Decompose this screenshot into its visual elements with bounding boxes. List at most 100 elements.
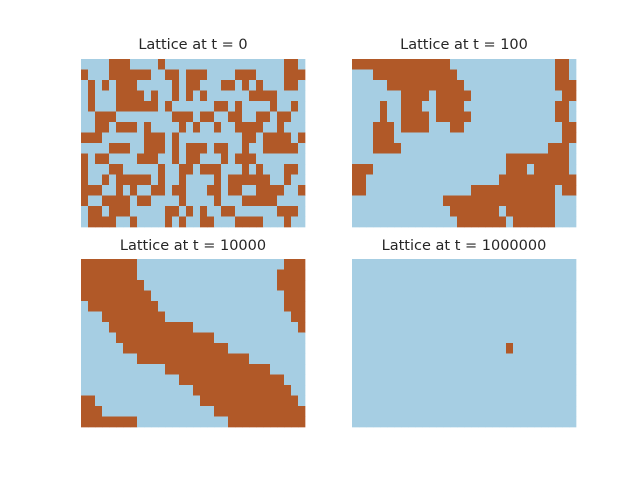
- lattice-cell: [109, 59, 117, 70]
- lattice-cell: [109, 322, 117, 333]
- lattice-cell: [270, 395, 278, 407]
- lattice-cell: [284, 206, 292, 217]
- lattice-cell: [380, 132, 388, 144]
- lattice-cell: [249, 280, 257, 291]
- lattice-cell: [242, 332, 250, 344]
- lattice-cell: [352, 416, 360, 428]
- lattice-cell: [144, 416, 152, 428]
- lattice-cell: [359, 343, 367, 354]
- lattice-cell: [555, 395, 563, 407]
- lattice-cell: [555, 259, 563, 270]
- lattice-cell: [366, 174, 374, 186]
- lattice-cell: [380, 406, 388, 417]
- lattice-cell: [109, 122, 117, 133]
- lattice-cell: [380, 216, 388, 228]
- lattice-cell: [81, 385, 89, 396]
- lattice-cell: [158, 132, 166, 144]
- lattice-cell: [298, 395, 306, 407]
- lattice-cell: [555, 290, 563, 302]
- lattice-cell: [270, 101, 278, 112]
- lattice-cell: [380, 185, 388, 196]
- lattice-cell: [541, 259, 549, 270]
- lattice-cell: [499, 290, 507, 302]
- lattice-cell: [436, 59, 444, 70]
- lattice-cell: [228, 132, 236, 144]
- lattice-cell: [478, 59, 486, 70]
- lattice-cell: [249, 395, 257, 407]
- lattice-cell: [380, 59, 388, 70]
- lattice-cell: [408, 59, 416, 70]
- lattice-cell: [144, 290, 152, 302]
- lattice-cell: [394, 395, 402, 407]
- lattice-cell: [179, 406, 187, 417]
- lattice-cell: [207, 216, 215, 228]
- lattice-cell: [158, 395, 166, 407]
- lattice-cell: [520, 301, 528, 312]
- lattice-cell: [130, 332, 138, 344]
- lattice-cell: [471, 385, 479, 396]
- lattice-cell: [555, 143, 563, 154]
- lattice-cell: [541, 153, 549, 165]
- lattice-cell: [534, 59, 542, 70]
- lattice-cell: [109, 143, 117, 154]
- lattice-cell: [387, 322, 395, 333]
- lattice-cell: [158, 269, 166, 281]
- lattice-cell: [555, 206, 563, 217]
- lattice-cell: [102, 143, 110, 154]
- lattice-cell: [179, 90, 187, 102]
- lattice-cell: [422, 364, 430, 375]
- lattice-cell: [443, 395, 451, 407]
- lattice-cell: [499, 111, 507, 123]
- lattice-cell: [151, 290, 159, 302]
- lattice-cell: [415, 101, 423, 112]
- lattice-cell: [242, 395, 250, 407]
- lattice-cell: [471, 80, 479, 91]
- lattice-cell: [352, 122, 360, 133]
- lattice-cell: [569, 80, 577, 91]
- lattice-cell: [270, 206, 278, 217]
- lattice-cell: [116, 164, 124, 175]
- lattice-cell: [102, 206, 110, 217]
- lattice-cell: [520, 153, 528, 165]
- lattice-cell: [520, 332, 528, 344]
- lattice-cell: [380, 174, 388, 186]
- lattice-cell: [144, 364, 152, 375]
- lattice-cell: [562, 280, 570, 291]
- lattice-cell: [165, 322, 173, 333]
- lattice-cell: [422, 385, 430, 396]
- lattice-cell: [443, 153, 451, 165]
- lattice-cell: [263, 164, 271, 175]
- lattice-cell: [277, 385, 285, 396]
- lattice-cell: [387, 80, 395, 91]
- lattice-cell: [471, 259, 479, 270]
- lattice-cell: [256, 311, 264, 323]
- lattice-cell: [450, 164, 458, 175]
- lattice-cell: [387, 69, 395, 81]
- lattice-cell: [130, 206, 138, 217]
- lattice-cell: [499, 143, 507, 154]
- lattice-cell: [144, 216, 152, 228]
- lattice-cell: [186, 153, 194, 165]
- lattice-cell: [387, 364, 395, 375]
- lattice-cell: [270, 311, 278, 323]
- lattice-cell: [298, 343, 306, 354]
- lattice-cell: [200, 185, 208, 196]
- lattice-cell: [366, 364, 374, 375]
- lattice-cell: [492, 406, 500, 417]
- lattice-cell: [123, 185, 131, 196]
- lattice-cell: [228, 101, 236, 112]
- lattice-cell: [228, 206, 236, 217]
- lattice-cell: [81, 290, 89, 302]
- lattice-cell: [172, 406, 180, 417]
- lattice-cell: [277, 290, 285, 302]
- lattice-cell: [130, 69, 138, 81]
- lattice-cell: [123, 343, 131, 354]
- lattice-cell: [277, 311, 285, 323]
- lattice-cell: [401, 343, 409, 354]
- lattice-cell: [548, 364, 556, 375]
- lattice-cell: [284, 111, 292, 123]
- lattice-cell: [123, 280, 131, 291]
- lattice-cell: [485, 311, 493, 323]
- lattice-cell: [95, 69, 103, 81]
- lattice-cell: [380, 385, 388, 396]
